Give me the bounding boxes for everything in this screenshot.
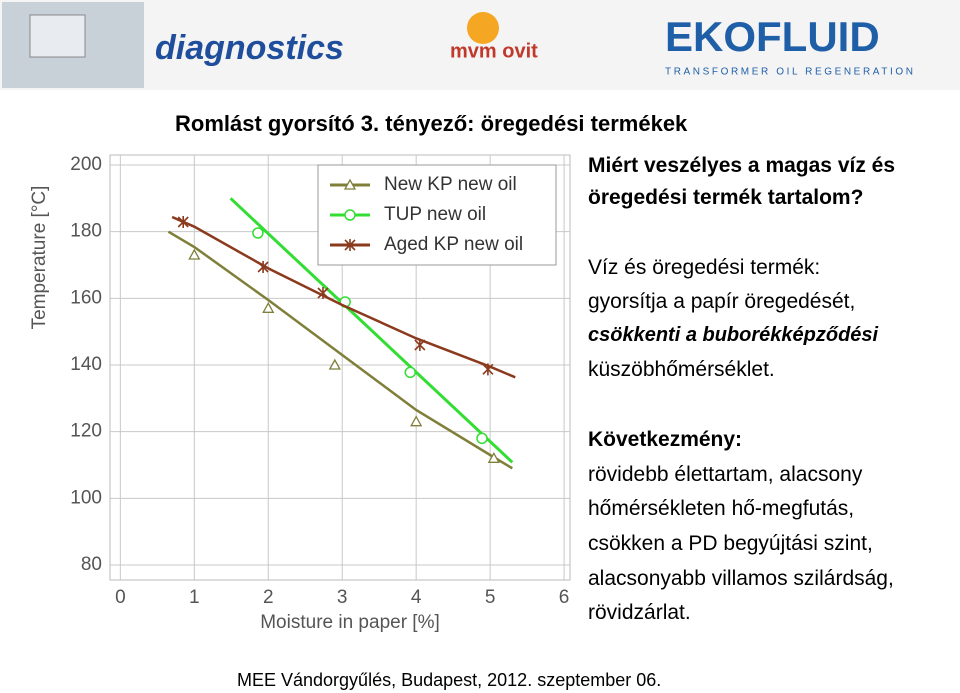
marker [252, 227, 264, 239]
marker [487, 451, 500, 463]
question: öregedési termék tartalom? [588, 186, 864, 209]
y-tick-label: 140 [70, 354, 102, 375]
cause: csökkenti a buborékképződési [588, 324, 879, 346]
y-tick-label: 180 [70, 221, 102, 242]
marker [482, 363, 494, 376]
logo-ekofluid: EKOFLUID [665, 13, 880, 60]
legend: New KP new oil TUP new oil Aged KP new oil [317, 164, 557, 266]
banner: diagnostics mvm ovit EKOFLUID TRANSFORME… [0, 0, 960, 90]
y-tick-label: 200 [70, 154, 102, 175]
marker [177, 216, 189, 228]
x-tick-label: 2 [263, 587, 274, 608]
marker [344, 239, 356, 251]
marker [328, 358, 341, 370]
x-tick-label: 6 [559, 587, 570, 608]
question: Miért veszélyes a magas víz és [588, 154, 896, 177]
y-tick-label: 160 [70, 287, 102, 308]
y-tick-label: 100 [70, 487, 102, 508]
x-tick-label: 0 [115, 587, 126, 608]
marker [188, 248, 201, 260]
marker [317, 287, 329, 299]
x-tick-label: 1 [189, 587, 200, 608]
fit-line [229, 197, 514, 464]
consequence: rövidebb élettartam, alacsony [588, 463, 863, 486]
sun-icon [467, 12, 499, 44]
legend-label: TUP new oil [384, 204, 486, 225]
fit-line [167, 230, 513, 470]
slide-title: Romlást gyorsító 3. tényező: öregedési t… [175, 111, 688, 136]
marker [343, 178, 357, 190]
y-axis-label: Temperature [°C] [29, 186, 50, 330]
marker [344, 209, 356, 221]
x-tick-label: 3 [337, 587, 348, 608]
marker [476, 432, 488, 445]
legend-label: Aged KP new oil [384, 234, 523, 255]
consequence: rövidzárlat. [588, 601, 691, 624]
consequence: hőmérsékleten hő-megfutás, [588, 497, 855, 520]
cause: küszöbhőmérséklet. [588, 358, 775, 381]
legend-label: New KP new oil [384, 174, 517, 195]
monitor [29, 14, 86, 58]
x-axis-label: Moisture in paper [%] [260, 612, 440, 633]
logo-mvm: mvm ovit [450, 40, 538, 62]
chart: 80 100 120 140 160 180 200 0 1 2 3 4 5 6 Moisture in p… [29, 154, 571, 633]
cause: gyorsítja a papír öregedését, [588, 290, 856, 313]
marker [262, 301, 275, 313]
marker [257, 261, 269, 273]
marker [404, 366, 417, 379]
consequence: Következmény: [588, 428, 743, 451]
logo-subtitle: TRANSFORMER OIL REGENERATION [665, 67, 916, 78]
x-tick-label: 5 [485, 587, 496, 608]
footer: MEE Vándorgyűlés, Budapest, 2012. szepte… [237, 670, 662, 690]
y-tick-label: 80 [81, 554, 102, 575]
consequence: csökken a PD begyújtási szint, [588, 532, 873, 555]
x-tick-label: 4 [411, 587, 422, 608]
y-tick-label: 120 [70, 421, 102, 442]
marker [410, 415, 423, 427]
consequence: alacsonyabb villamos szilárdság, [588, 567, 894, 590]
cause: Víz és öregedési termék: [588, 256, 821, 279]
marker [414, 339, 426, 351]
logo-diagnostics: diagnostics [155, 29, 344, 67]
